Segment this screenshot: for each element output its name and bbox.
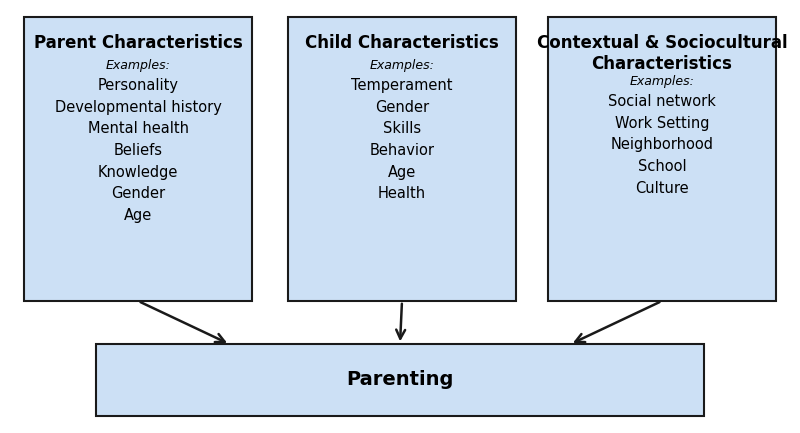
Text: Beliefs: Beliefs bbox=[114, 143, 162, 158]
FancyBboxPatch shape bbox=[96, 344, 704, 416]
Text: Examples:: Examples: bbox=[630, 75, 694, 88]
Text: Developmental history: Developmental history bbox=[54, 100, 222, 115]
FancyBboxPatch shape bbox=[548, 17, 776, 301]
Text: School: School bbox=[638, 159, 686, 174]
Text: Temperament: Temperament bbox=[351, 78, 453, 93]
Text: Age: Age bbox=[124, 208, 152, 223]
Text: Social network: Social network bbox=[608, 94, 716, 109]
Text: Personality: Personality bbox=[98, 78, 178, 93]
Text: Mental health: Mental health bbox=[87, 121, 189, 136]
Text: Work Setting: Work Setting bbox=[614, 116, 710, 131]
Text: Skills: Skills bbox=[383, 121, 421, 136]
Text: Culture: Culture bbox=[635, 181, 689, 196]
Text: Neighborhood: Neighborhood bbox=[610, 137, 714, 152]
Text: Health: Health bbox=[378, 186, 426, 201]
Text: Parenting: Parenting bbox=[346, 371, 454, 389]
Text: Gender: Gender bbox=[375, 100, 429, 115]
FancyBboxPatch shape bbox=[24, 17, 252, 301]
Text: Behavior: Behavior bbox=[370, 143, 434, 158]
Text: Examples:: Examples: bbox=[106, 59, 170, 72]
Text: Age: Age bbox=[388, 165, 416, 180]
Text: Examples:: Examples: bbox=[370, 59, 434, 72]
Text: Child Characteristics: Child Characteristics bbox=[305, 34, 499, 52]
Text: Gender: Gender bbox=[111, 186, 165, 201]
FancyBboxPatch shape bbox=[288, 17, 516, 301]
Text: Knowledge: Knowledge bbox=[98, 165, 178, 180]
Text: Contextual & Sociocultural
Characteristics: Contextual & Sociocultural Characteristi… bbox=[537, 34, 787, 73]
Text: Parent Characteristics: Parent Characteristics bbox=[34, 34, 242, 52]
